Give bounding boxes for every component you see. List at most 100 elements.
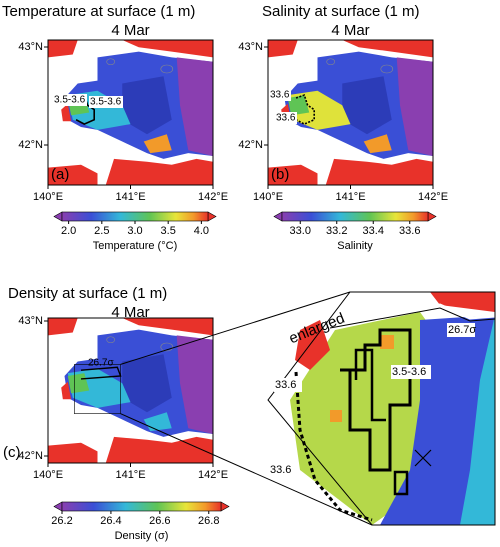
lat-tick-label: 42°N: [18, 139, 43, 151]
annotation-box: [391, 365, 431, 379]
colorbar-low: [53, 211, 63, 222]
annotation-box: [89, 96, 123, 108]
contour-dashed: [294, 371, 373, 522]
inset-orange: [380, 335, 394, 349]
colorbar-tick-label: 33.0: [290, 225, 311, 237]
colorbar-tick-label: 2.5: [94, 225, 109, 237]
island: [106, 58, 115, 66]
lon-tick-label: 142°E: [198, 469, 228, 481]
colorbar-tick-label: 26.6: [149, 515, 170, 527]
lat-tick-label: 42°N: [18, 450, 43, 462]
contour-white: [329, 303, 496, 327]
colorbar-tick-label: 2.0: [61, 225, 76, 237]
sea-east: [396, 57, 433, 156]
land-northwest: [48, 318, 78, 336]
panel-date: 4 Mar: [331, 22, 369, 39]
land-southwest: [48, 164, 98, 185]
colorbar-tick-label: 26.2: [51, 515, 72, 527]
sea-east: [176, 57, 213, 156]
contour: [393, 470, 409, 496]
zoom-line: [120, 291, 351, 365]
land-west: [61, 103, 72, 122]
lat-tick-label: 43°N: [238, 41, 263, 53]
zoom-line: [120, 413, 373, 526]
lon-tick-label: 141°E: [335, 191, 365, 203]
inset-cyan: [460, 315, 495, 525]
annotation: 3.5-3.6: [392, 366, 426, 378]
lon-tick-label: 141°E: [115, 469, 145, 481]
inset-red-west: [295, 320, 330, 370]
annotation: 33.6: [275, 379, 296, 391]
land-northwest: [48, 40, 78, 58]
inset-blue: [380, 315, 495, 525]
colorbar: [61, 211, 209, 222]
colorbar-high: [207, 211, 217, 222]
land-north: [122, 40, 213, 58]
colorbar-label: Salinity: [337, 240, 373, 252]
land-northwest: [268, 40, 298, 58]
lat-tick-label: 43°N: [18, 315, 43, 327]
lon-tick-label: 140°E: [33, 469, 63, 481]
colorbar-label: Density (σ): [115, 530, 169, 542]
colorbar-tick-label: 33.2: [326, 225, 347, 237]
zoom-box: [74, 364, 121, 414]
annotation-box: [269, 463, 297, 477]
lon-tick-label: 141°E: [115, 191, 145, 203]
annotation-box: [269, 89, 291, 101]
lon-tick-label: 140°E: [33, 191, 63, 203]
panel-label: (a): [51, 166, 69, 183]
panel-title: Salinity at surface (1 m): [262, 3, 420, 20]
annotation: 33.6: [270, 90, 290, 101]
panel-date: 4 Mar: [111, 304, 149, 321]
inset-red: [430, 292, 495, 312]
annotation: 33.6: [276, 113, 296, 124]
lat-tick-label: 43°N: [18, 41, 43, 53]
contour: [295, 94, 316, 125]
colorbar-tick-label: 33.6: [399, 225, 420, 237]
colorbar: [61, 501, 222, 512]
contour: [340, 328, 412, 472]
annotation: 3.5-3.6: [90, 97, 122, 108]
island: [380, 64, 394, 74]
annotation: 26.7σ: [88, 358, 114, 369]
lon-tick-label: 140°E: [253, 191, 283, 203]
lat-tick-label: 42°N: [238, 139, 263, 151]
colorbar-high: [220, 501, 230, 512]
lon-tick-label: 142°E: [198, 191, 228, 203]
sea-warm: [363, 134, 392, 154]
sea-warm: [143, 134, 172, 154]
inset-orange: [330, 410, 342, 422]
annotation: 33.6: [270, 464, 291, 476]
colorbar: [281, 211, 429, 222]
colorbar-low: [53, 501, 63, 512]
contour-thin: [329, 307, 496, 329]
colorbar-tick-label: 3.0: [127, 225, 142, 237]
lon-tick-label: 142°E: [418, 191, 448, 203]
island: [326, 58, 336, 66]
land-southwest: [48, 442, 98, 463]
sea-east: [176, 335, 213, 434]
colorbar-tick-label: 26.8: [198, 515, 219, 527]
panel-title: Temperature at surface (1 m): [2, 3, 195, 20]
colorbar-tick-label: 33.4: [363, 225, 384, 237]
panel-date: 4 Mar: [111, 22, 149, 39]
panel-label: (b): [271, 166, 289, 183]
land-south: [105, 158, 213, 185]
colorbar-tick-label: 3.5: [161, 225, 176, 237]
land-southwest: [268, 164, 318, 185]
colorbar-tick-label: 4.0: [194, 225, 209, 237]
panel-label: (c): [3, 444, 21, 461]
annotation-box: [53, 94, 87, 106]
island: [106, 336, 115, 344]
sea-dark: [122, 354, 172, 413]
land-west: [61, 381, 72, 400]
sea-dark: [122, 76, 172, 135]
annotation: 26.7σ: [448, 324, 476, 336]
x-marker: [414, 449, 432, 467]
sea-dark: [342, 76, 392, 135]
colorbar-tick-label: 26.4: [100, 515, 121, 527]
annotation-box: [274, 378, 302, 392]
annotation-box: [447, 323, 475, 337]
